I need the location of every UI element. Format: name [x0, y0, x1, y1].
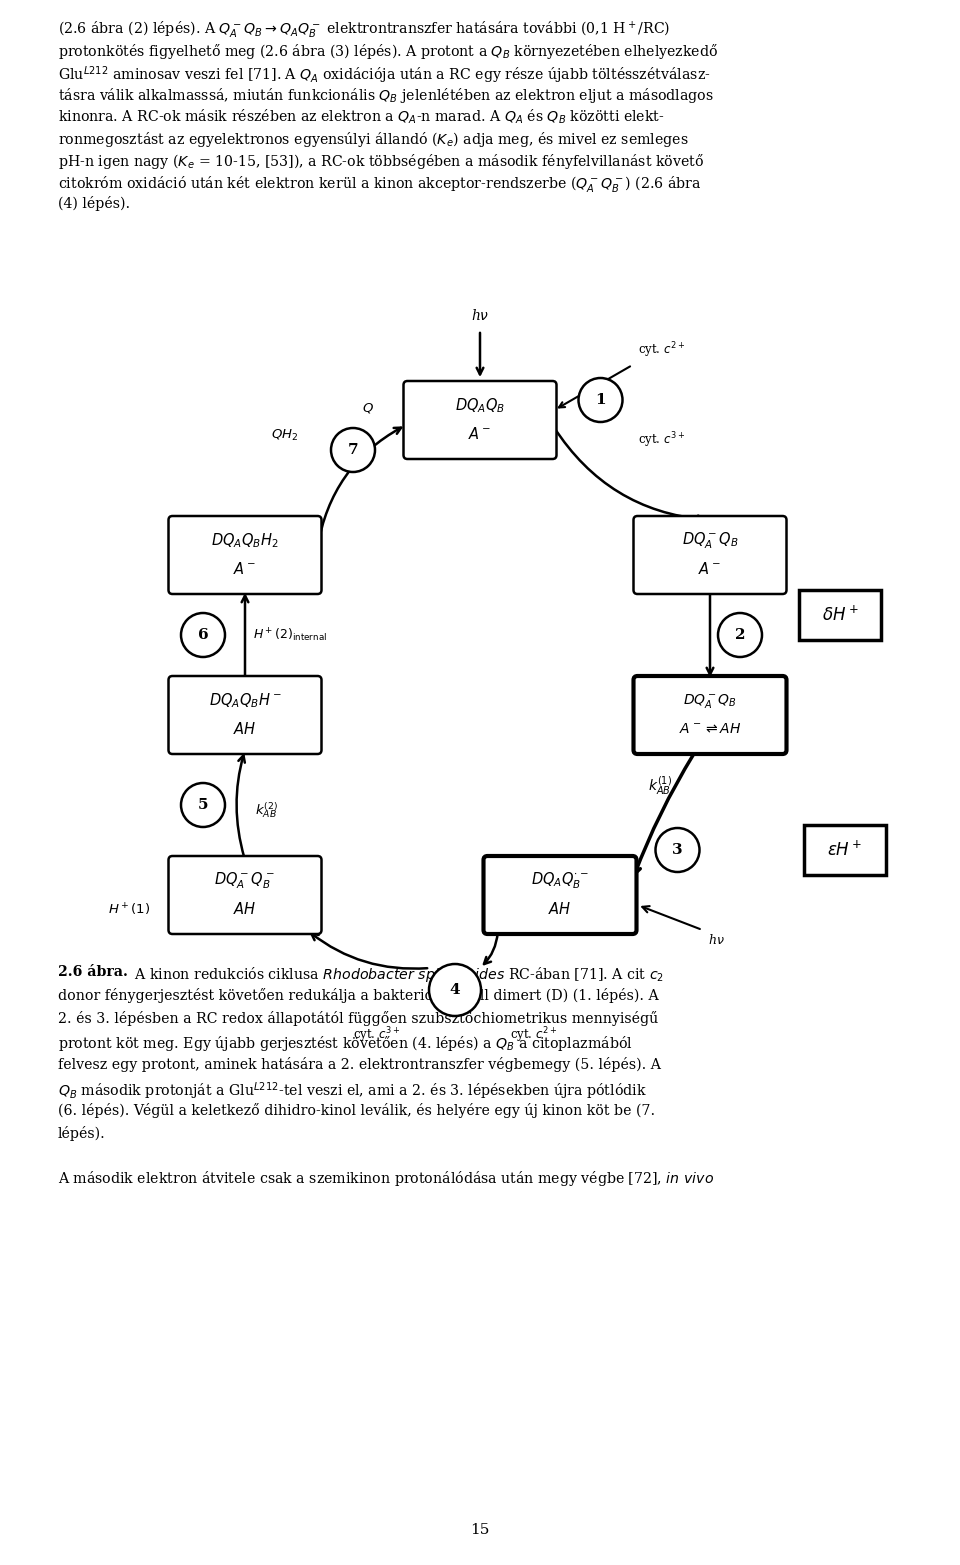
FancyBboxPatch shape: [403, 380, 557, 459]
Text: h$\nu$: h$\nu$: [470, 308, 490, 322]
Text: $DQ_AQ_BH^-$: $DQ_AQ_BH^-$: [208, 692, 281, 711]
Text: (2.6 ábra (2) lépés). A $Q_A^-Q_B \rightarrow Q_AQ_B^-$ elektrontranszfer hatásá: (2.6 ábra (2) lépés). A $Q_A^-Q_B \right…: [58, 20, 670, 41]
Text: 2.6 ábra.: 2.6 ábra.: [58, 966, 128, 980]
Text: Glu$^{L212}$ aminosav veszi fel [71]. A $Q_A$ oxidációja után a RC egy része úja: Glu$^{L212}$ aminosav veszi fel [71]. A …: [58, 64, 710, 86]
Text: h$\nu$: h$\nu$: [708, 933, 724, 947]
Text: $\varepsilon H^+$: $\varepsilon H^+$: [828, 840, 863, 859]
Text: (4) lépés).: (4) lépés).: [58, 196, 131, 211]
Text: 5: 5: [198, 798, 208, 812]
Text: cyt. $c^{3+}$: cyt. $c^{3+}$: [637, 430, 684, 449]
Text: 2. és 3. lépésben a RC redox állapotától függően szubsztöchiometrikus mennyiségű: 2. és 3. lépésben a RC redox állapotától…: [58, 1011, 659, 1027]
FancyBboxPatch shape: [634, 516, 786, 595]
Text: 3: 3: [672, 844, 683, 858]
Text: 15: 15: [470, 1523, 490, 1537]
Circle shape: [181, 613, 225, 657]
Text: $AH$: $AH$: [233, 901, 256, 917]
Circle shape: [181, 782, 225, 826]
Text: $A^-$: $A^-$: [233, 560, 256, 577]
FancyBboxPatch shape: [169, 516, 322, 595]
FancyBboxPatch shape: [169, 856, 322, 934]
Text: citokróm oxidáció után két elektron kerül a kinon akceptor-rendszerbe ($Q_A^-Q_B: citokróm oxidáció után két elektron kerü…: [58, 174, 702, 194]
Text: 7: 7: [348, 443, 358, 457]
Text: tásra válik alkalmasssá, miután funkcionális $Q_B$ jelenlétében az elektron elju: tásra válik alkalmasssá, miután funkcion…: [58, 86, 714, 105]
Text: $DQ_AQ_B^{\cdot -}$: $DQ_AQ_B^{\cdot -}$: [531, 870, 588, 890]
Text: $DQ_AQ_BH_2$: $DQ_AQ_BH_2$: [211, 532, 278, 551]
Text: A második elektron átvitele csak a szemikinon protonálódása után megy végbe [72]: A második elektron átvitele csak a szemi…: [58, 1169, 714, 1188]
Circle shape: [579, 379, 622, 423]
Text: lépés).: lépés).: [58, 1125, 106, 1141]
Text: protont köt meg. Egy újabb gerjesztést követően (4. lépés) a $Q_B$ a citoplazmáb: protont köt meg. Egy újabb gerjesztést k…: [58, 1034, 633, 1053]
FancyBboxPatch shape: [484, 856, 636, 934]
Text: $A^- \rightleftharpoons AH$: $A^- \rightleftharpoons AH$: [679, 721, 741, 736]
Text: 1: 1: [595, 393, 606, 407]
Text: cyt. $c^{2+}$: cyt. $c^{2+}$: [510, 1025, 557, 1044]
Text: $AH$: $AH$: [233, 721, 256, 737]
Text: $AH$: $AH$: [548, 901, 572, 917]
Text: $DQ_A^-Q_B^-$: $DQ_A^-Q_B^-$: [214, 870, 276, 890]
Text: $A^-$: $A^-$: [468, 426, 492, 441]
Text: ronmegosztást az egyelektronos egyensúlyi állandó ($K_e$) adja meg, és mivel ez : ronmegosztást az egyelektronos egyensúly…: [58, 130, 688, 149]
Text: $DQ_A^-Q_B$: $DQ_A^-Q_B$: [684, 692, 737, 711]
Text: donor fénygerjesztést követően redukálja a bakterioklorofill dimert (D) (1. lépé: donor fénygerjesztést követően redukálja…: [58, 988, 659, 1003]
Text: $QH_2$: $QH_2$: [271, 427, 298, 443]
Circle shape: [718, 613, 762, 657]
Text: $H^+(1)$: $H^+(1)$: [108, 901, 150, 919]
Text: $Q$: $Q$: [362, 401, 374, 415]
FancyBboxPatch shape: [169, 676, 322, 754]
Text: cyt. $c^{2+}$: cyt. $c^{2+}$: [637, 341, 684, 360]
Bar: [799, 590, 881, 640]
Text: $A^-$: $A^-$: [698, 560, 722, 577]
Text: felvesz egy protont, aminek hatására a 2. elektrontranszfer végbemegy (5. lépés): felvesz egy protont, aminek hatására a 2…: [58, 1056, 661, 1072]
Circle shape: [331, 427, 375, 473]
Text: 2: 2: [734, 628, 745, 642]
Circle shape: [429, 964, 481, 1016]
Text: 4: 4: [449, 983, 460, 997]
Text: pH-n igen nagy ($K_e$ = 10-15, [53]), a RC-ok többségében a második fényfelvilla: pH-n igen nagy ($K_e$ = 10-15, [53]), a …: [58, 152, 704, 171]
Text: kinonra. A RC-ok másik részében az elektron a $Q_A$-n marad. A $Q_A$ és $Q_B$ kö: kinonra. A RC-ok másik részében az elekt…: [58, 108, 664, 127]
Text: $DQ_A^-Q_B$: $DQ_A^-Q_B$: [682, 531, 738, 551]
Text: $k_{AB}^{(2)}$: $k_{AB}^{(2)}$: [255, 800, 278, 820]
Text: (6. lépés). Végül a keletkező dihidro-kinol leválik, és helyére egy új kinon köt: (6. lépés). Végül a keletkező dihidro-ki…: [58, 1103, 655, 1117]
Circle shape: [656, 828, 700, 872]
Text: $Q_B$ második protonját a Glu$^{L212}$-tel veszi el, ami a 2. és 3. lépésekben ú: $Q_B$ második protonját a Glu$^{L212}$-t…: [58, 1080, 647, 1102]
FancyBboxPatch shape: [634, 676, 786, 754]
Text: 6: 6: [198, 628, 208, 642]
Text: $k_{AB}^{(1)}$: $k_{AB}^{(1)}$: [648, 775, 672, 798]
Text: A kinon redukciós ciklusa $\mathit{Rhodobacter\ sphaeroides}$ RC-ában [71]. A ci: A kinon redukciós ciklusa $\mathit{Rhodo…: [130, 966, 664, 984]
Text: $\delta H^+$: $\delta H^+$: [822, 606, 858, 624]
Text: protonkötés figyelhető meg (2.6 ábra (3) lépés). A protont a $Q_B$ környezetében: protonkötés figyelhető meg (2.6 ábra (3)…: [58, 42, 718, 61]
Text: $DQ_AQ_B$: $DQ_AQ_B$: [455, 396, 505, 415]
Bar: [804, 825, 886, 875]
Text: cyt. $c^{3+}$: cyt. $c^{3+}$: [352, 1025, 400, 1044]
Text: $H^+(2)_{\mathrm{internal}}$: $H^+(2)_{\mathrm{internal}}$: [253, 626, 327, 643]
